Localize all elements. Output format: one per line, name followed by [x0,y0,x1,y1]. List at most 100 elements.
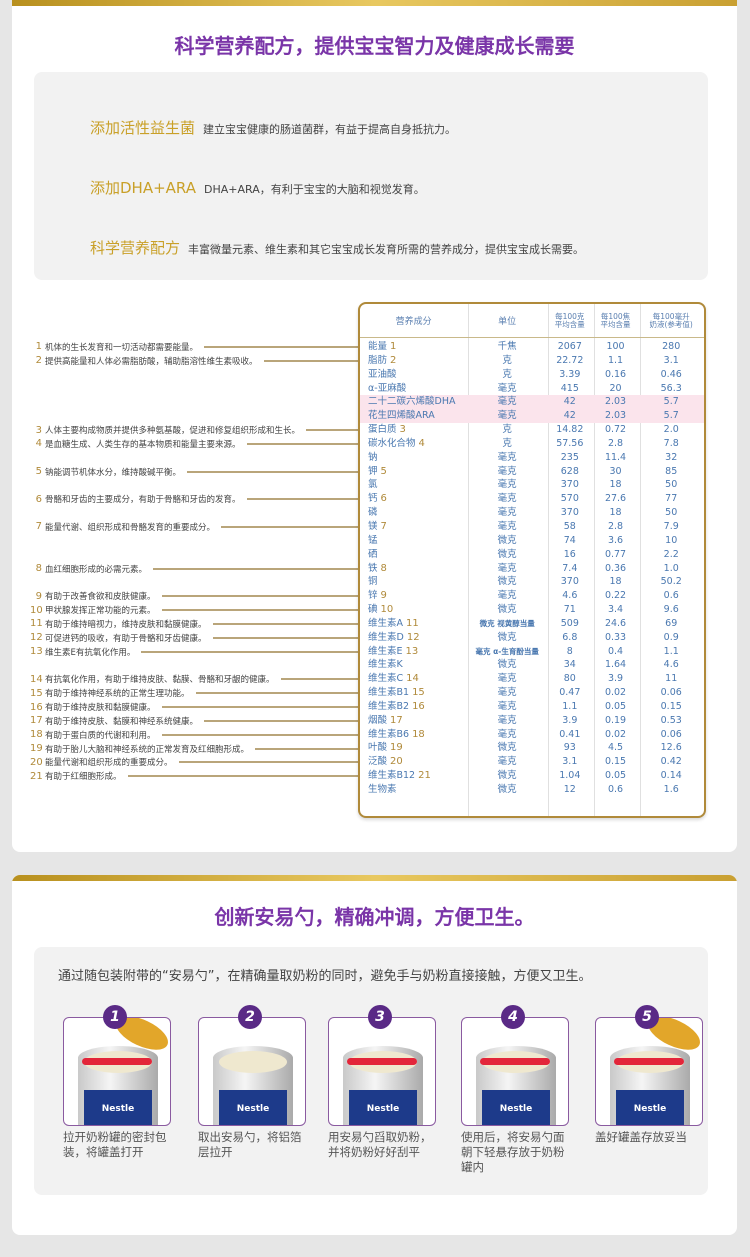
annotation-number: 8 [35,563,42,575]
annotation: 16 有助于维持皮肤和黏膜健康。 [30,701,376,713]
table-row: 氯 毫克 370 18 50 [360,478,704,492]
nutrient-label: 泛酸 [368,756,388,768]
unit-cell: 毫克 [497,493,517,505]
leader-line [212,622,376,625]
table-row: 维生素K 微克 34 1.64 4.6 [360,658,704,672]
feature-heading: 科学营养配方 [90,239,181,257]
per-100kj-cell: 2.8 [607,437,624,449]
leader-line [141,650,376,653]
nutrition-section: 科学营养配方，提供宝宝智力及健康成长需要 添加活性益生菌 建立宝宝健康的肠道菌群，… [12,0,737,852]
header-per-100g: 每100克 平均含量 [554,311,585,329]
leader-line [161,733,376,736]
nutrient-label: 锌 [368,590,378,602]
annotation-text: 血红细胞形成的必需元素。 [45,564,148,575]
annotation-text: 有助于改善食欲和皮肤健康。 [45,592,156,603]
per-100ml-cell: 69 [665,617,678,629]
per-100kj-cell: 3.9 [607,673,624,685]
unit-cell: 毫克 [497,673,517,685]
per-100kj-cell: 11.4 [604,451,627,463]
nutrient-label: 镁 [368,520,378,532]
spoon-icon [347,1058,417,1065]
per-100kj-cell: 0.22 [604,590,627,602]
per-100g-cell: 509 [560,617,579,629]
unit-cell: 毫克 [497,590,517,602]
nutrient-name: 亚油酸 [360,368,467,382]
nutrient-marker: 12 [406,631,420,643]
nutrient-label: 维生素E [368,645,403,657]
nutrient-marker: 4 [418,437,425,449]
per-100kj-cell: 27.6 [604,493,627,505]
nutrient-marker: 2 [390,354,397,366]
per-100ml-cell: 7.8 [663,437,679,449]
per-100kj-cell: 18 [609,507,622,519]
nutrient-label: 二十二碳六烯酸DHA [368,396,456,408]
nutrient-label: 维生素C [368,673,404,685]
table-row: 锰 微克 74 3.6 10 [360,534,704,548]
leader-line [161,595,376,598]
annotation: 14 有抗氧化作用，有助于维持皮肤、黏膜、骨骼和牙龈的健康。 [30,673,376,685]
spoon-icon [480,1058,550,1065]
per-100g-cell: 0.41 [559,728,581,740]
step-caption: 取出安易勺，将铝箔层拉开 [198,1130,302,1159]
annotation-text: 有助于维持皮肤、黏膜和神经系统健康。 [45,716,199,727]
nutrient-marker: 3 [399,424,406,436]
steps-intro: 通过随包装附带的“安易勺”，在精确量取奶粉的同时，避免手与奶粉直接接触，方便又卫… [58,969,592,984]
table-row: 维生素E 13 毫克 α-生育酚当量 8 0.4 1.1 [360,645,704,659]
unit-cell: 微克 [497,548,517,560]
nutrient-name: 叶酸 19 [360,741,467,755]
annotation: 8 血红细胞形成的必需元素。 [30,563,376,575]
unit-cell: 毫克 [497,520,517,532]
nutrient-label: 维生素B2 [368,700,410,712]
annotation-text: 骨骼和牙齿的主要成分，有助于骨骼和牙齿的发育。 [45,495,241,506]
nutrient-name: 维生素E 13 [360,645,467,659]
gold-divider [12,875,737,881]
annotation-number: 19 [30,743,43,755]
features-box: 添加活性益生菌 建立宝宝健康的肠道菌群，有益于提高自身抵抗力。 添加DHA+ARA… [34,72,708,280]
step-caption: 拉开奶粉罐的密封包装，将罐盖打开 [63,1130,167,1159]
per-100kj-cell: 0.19 [604,714,627,726]
unit-cell: 毫克 [497,396,517,408]
nutrient-label: 维生素B12 [368,770,416,782]
table-row: 磷 毫克 370 18 50 [360,506,704,520]
annotation: 19 有助于胎儿大脑和神经系统的正常发育及红细胞形成。 [30,743,376,755]
nutrient-label: 维生素B6 [368,728,410,740]
per-100g-cell: 3.9 [562,714,578,726]
per-100g-cell: 42 [563,396,576,408]
per-100ml-cell: 280 [662,341,681,352]
brand-label: Nestle [349,1090,417,1125]
leader-line [127,775,376,778]
per-100ml-cell: 56.3 [660,382,682,394]
nutrient-label: 维生素K [368,659,403,671]
unit-cell: 毫克 α-生育酚当量 [475,646,539,656]
annotation: 17 有助于维持皮肤、黏膜和神经系统健康。 [30,715,376,727]
per-100ml-cell: 50.2 [660,576,682,588]
annotation-text: 是血糖生成、人类生存的基本物质和能量主要来源。 [45,439,241,450]
annotation: 1 机体的生长发育和一切活动都需要能量。 [30,341,376,353]
annotation: 20 能量代谢和组织形成的重要成分。 [30,756,376,768]
leader-line [280,678,376,681]
step-image: Nestle [198,1017,306,1126]
annotation-text: 钠能调节机体水分，维持酸碱平衡。 [45,467,182,478]
step-caption: 使用后，将安易勺面朝下轻悬存放于奶粉罐内 [461,1130,565,1174]
per-100g-cell: 80 [563,673,576,685]
table-row: 维生素B6 18 毫克 0.41 0.02 0.06 [360,728,704,742]
per-100ml-cell: 2.0 [663,424,679,436]
nutrient-marker: 19 [390,742,403,754]
per-100ml-cell: 32 [665,451,678,463]
step-number: 4 [501,1005,525,1029]
annotation: 21 有助于红细胞形成。 [30,770,376,782]
leader-line [161,609,376,612]
per-100g-cell: 22.72 [556,354,584,366]
per-100ml-cell: 7.9 [663,520,679,532]
annotation-number: 15 [30,687,43,699]
nutrient-name: 锰 [360,534,467,548]
per-100kj-cell: 30 [609,465,622,477]
unit-cell: 微克 [497,659,517,671]
table-row: 钠 毫克 235 11.4 32 [360,451,704,465]
per-100ml-cell: 0.06 [660,687,682,699]
annotation: 13 维生素E有抗氧化作用。 [30,646,376,658]
unit-cell: 微克 [497,534,517,546]
